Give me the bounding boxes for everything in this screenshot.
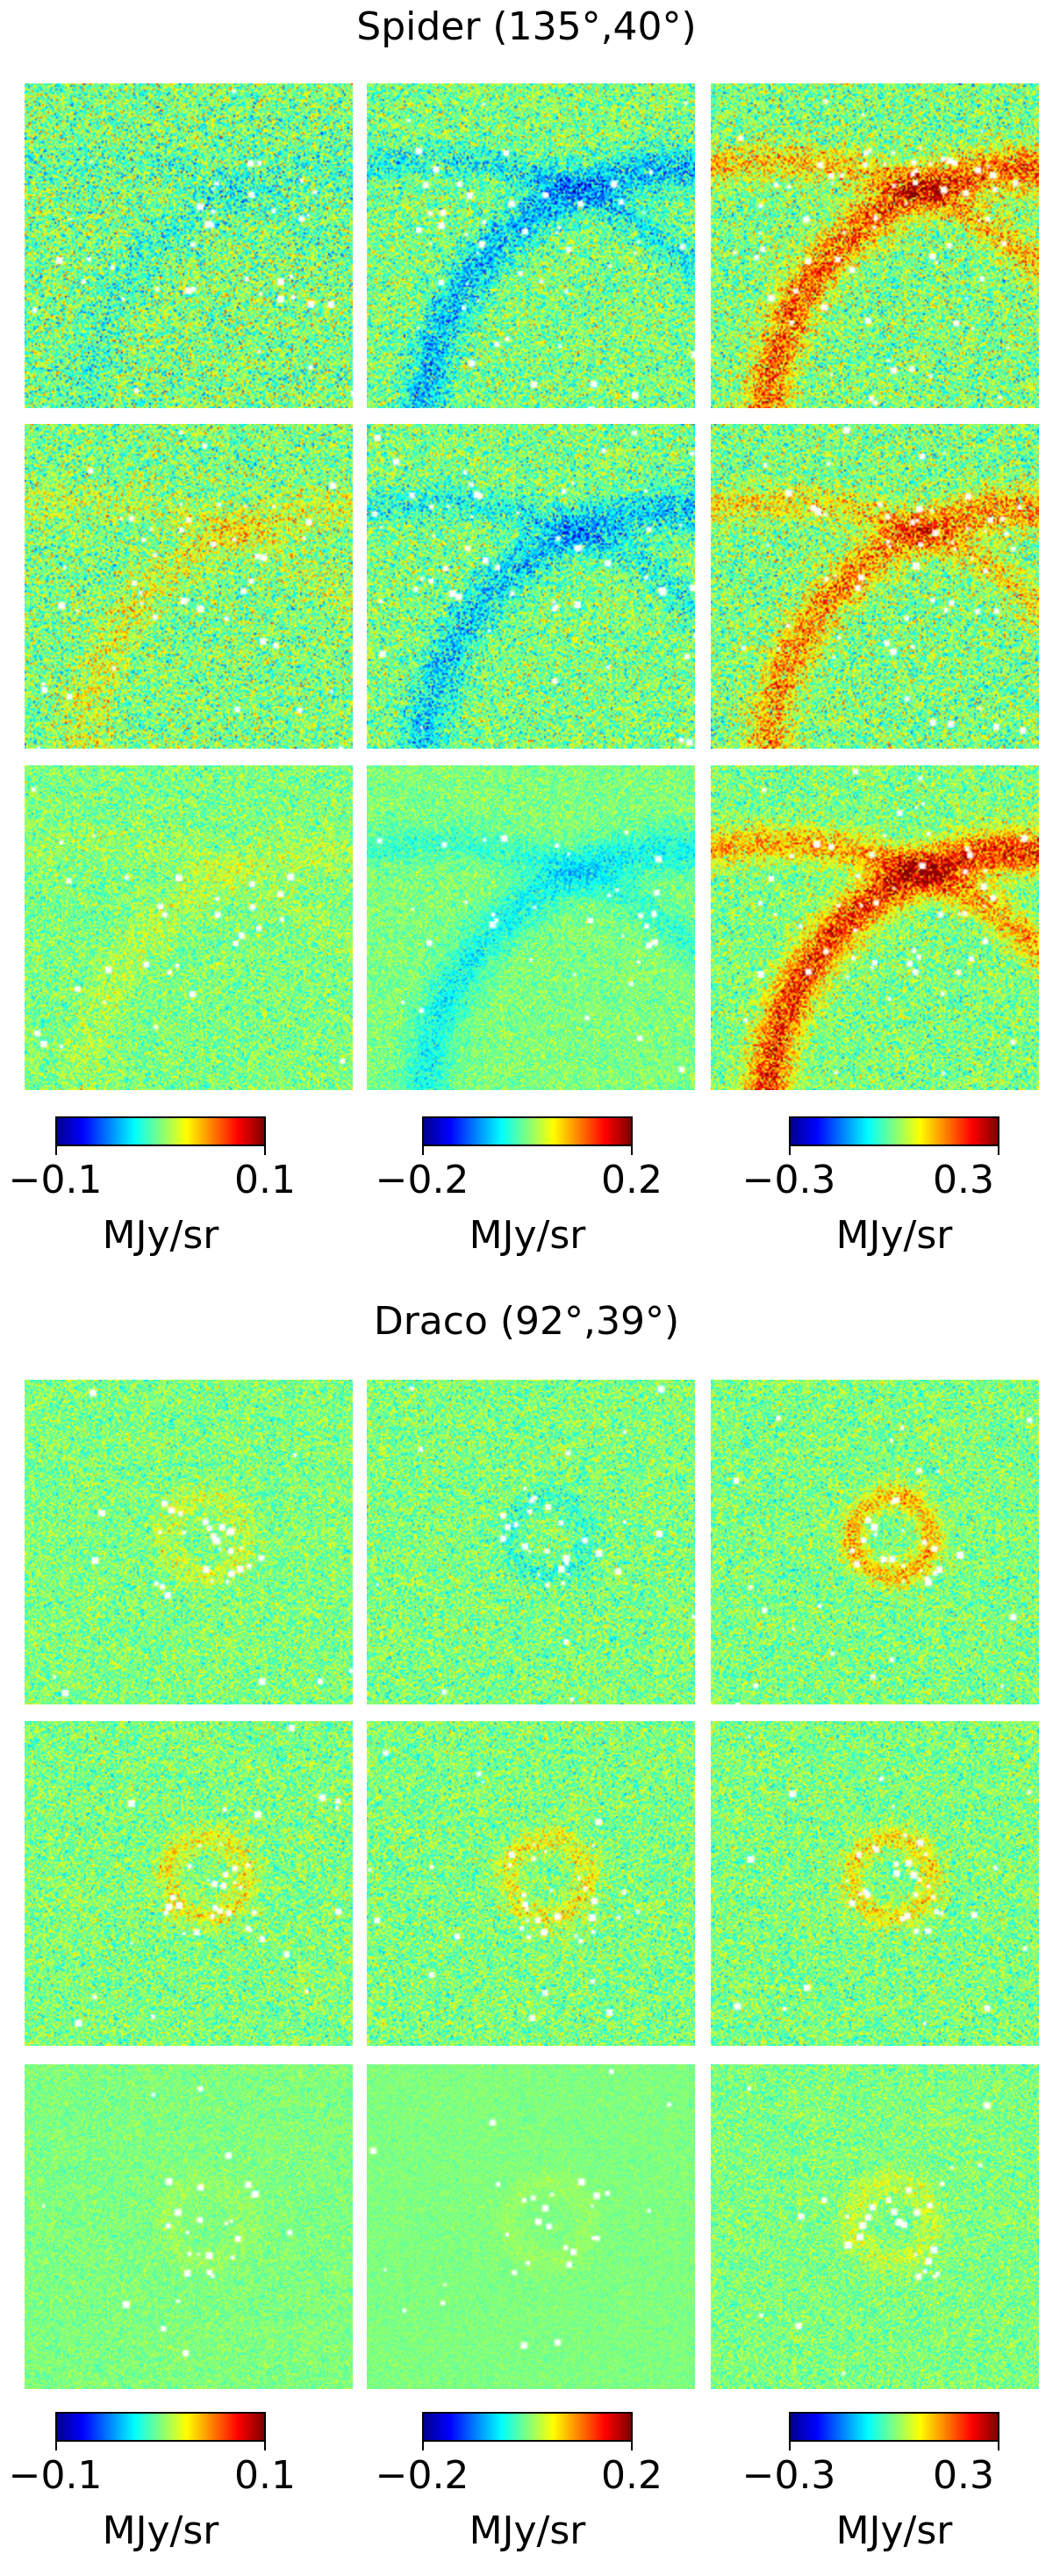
- draco-colorbar-3-max-label: 0.3: [933, 2453, 994, 2498]
- draco-colorbar-2-max-label: 0.2: [601, 2453, 663, 2498]
- draco-colorbar-3: [789, 2412, 999, 2442]
- draco-colorbar-2-unit: MJy/sr: [469, 2508, 586, 2553]
- spider-colorbar-3-tick-max: [998, 1146, 999, 1155]
- spider-colorbar-3-tick-min: [789, 1146, 791, 1155]
- draco-colorbar-2: [422, 2412, 633, 2442]
- spider-panel-r1-c2: [367, 83, 695, 408]
- spider-title: Spider (135°,40°): [356, 4, 697, 49]
- spider-panel-r3-c2: [367, 765, 695, 1090]
- draco-panel-r3-c1: [25, 2064, 353, 2389]
- spider-colorbar-2-unit: MJy/sr: [469, 1213, 586, 1258]
- spider-colorbar-2-tick-max: [631, 1146, 633, 1155]
- draco-panel-r3-c3: [711, 2064, 1039, 2389]
- spider-colorbar-3-unit: MJy/sr: [835, 1213, 953, 1258]
- spider-colorbar-1-tick-min: [55, 1146, 57, 1155]
- draco-panel-r3-c2: [367, 2064, 695, 2389]
- draco-colorbar-3-min-label: −0.3: [741, 2453, 836, 2498]
- spider-colorbar-1-min-label: −0.1: [8, 1158, 103, 1202]
- spider-panel-r2-c2: [367, 424, 695, 749]
- spider-panel-r2-c1: [25, 424, 353, 749]
- draco-title: Draco (92°,39°): [373, 1299, 680, 1344]
- spider-panel-r1-c1: [25, 83, 353, 408]
- draco-colorbar-1-min-label: −0.1: [8, 2453, 103, 2498]
- draco-panel-r2-c3: [711, 1721, 1039, 2046]
- draco-colorbar-2-min-label: −0.2: [375, 2453, 469, 2498]
- spider-panel-r3-c3: [711, 765, 1039, 1090]
- spider-colorbar-1-max-label: 0.1: [234, 1158, 296, 1202]
- draco-colorbar-3-unit: MJy/sr: [835, 2508, 953, 2553]
- spider-colorbar-2-tick-min: [422, 1146, 424, 1155]
- spider-colorbar-3-min-label: −0.3: [741, 1158, 836, 1202]
- spider-colorbar-1: [55, 1116, 266, 1146]
- draco-panel-r2-c1: [25, 1721, 353, 2046]
- draco-colorbar-1: [55, 2412, 266, 2442]
- spider-colorbar-1-unit: MJy/sr: [102, 1213, 219, 1258]
- draco-panel-r1-c1: [25, 1380, 353, 1704]
- spider-colorbar-3-max-label: 0.3: [933, 1158, 994, 1202]
- draco-colorbar-1-tick-min: [55, 2442, 57, 2450]
- spider-panel-r1-c3: [711, 83, 1039, 408]
- draco-panel-r2-c2: [367, 1721, 695, 2046]
- draco-colorbar-1-unit: MJy/sr: [102, 2508, 219, 2553]
- draco-colorbar-1-max-label: 0.1: [234, 2453, 296, 2498]
- draco-panel-r1-c2: [367, 1380, 695, 1704]
- draco-colorbar-3-tick-max: [998, 2442, 999, 2450]
- spider-colorbar-2: [422, 1116, 633, 1146]
- spider-panel-r3-c1: [25, 765, 353, 1090]
- draco-colorbar-3-tick-min: [789, 2442, 791, 2450]
- draco-colorbar-2-tick-max: [631, 2442, 633, 2450]
- spider-panel-r2-c3: [711, 424, 1039, 749]
- draco-panel-r1-c3: [711, 1380, 1039, 1704]
- spider-colorbar-3: [789, 1116, 999, 1146]
- draco-colorbar-1-tick-max: [264, 2442, 266, 2450]
- spider-colorbar-2-min-label: −0.2: [375, 1158, 469, 1202]
- spider-colorbar-2-max-label: 0.2: [601, 1158, 663, 1202]
- draco-colorbar-2-tick-min: [422, 2442, 424, 2450]
- spider-colorbar-1-tick-max: [264, 1146, 266, 1155]
